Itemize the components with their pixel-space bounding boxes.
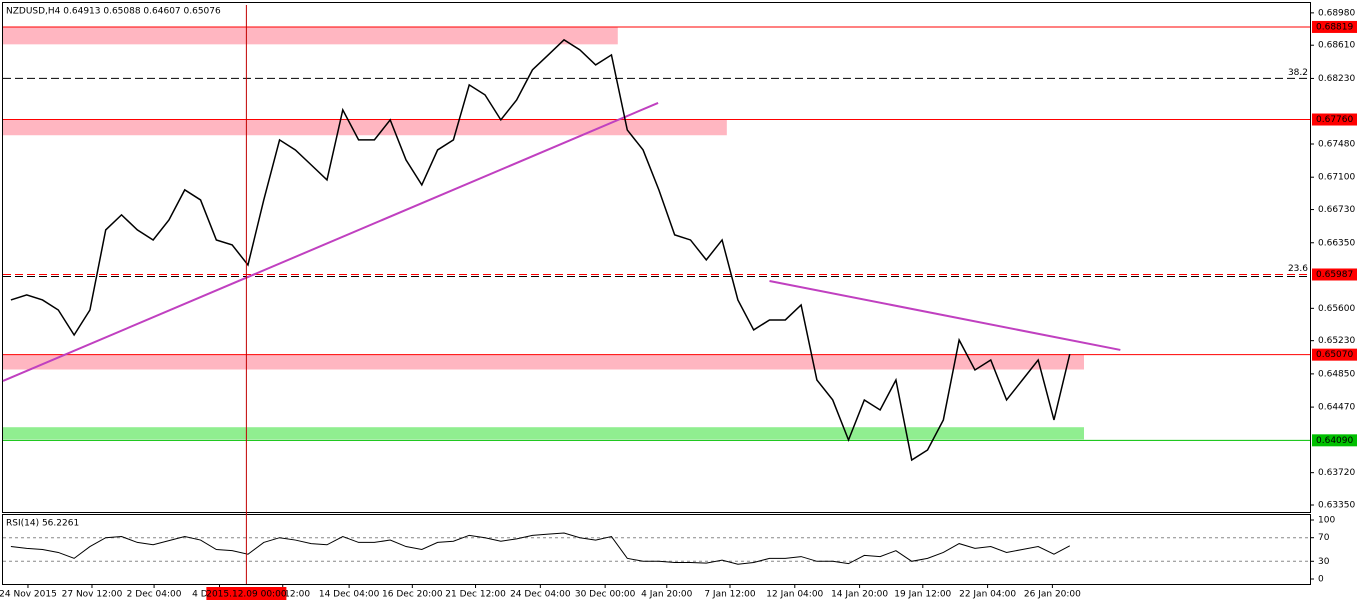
fib-label: 38.2 (1288, 68, 1308, 78)
symbol-header: NZDUSD,H4 0.64913 0.65088 0.64607 0.6507… (6, 7, 221, 17)
y-tick-label: 0.66730 (1318, 205, 1355, 215)
rsi-panel-frame (2, 514, 1311, 585)
x-tick-label: 26 Jan 20:00 (1024, 590, 1081, 600)
y-tick-label: 0.63350 (1318, 501, 1355, 511)
x-tick-label: 19 Jan 12:00 (894, 590, 951, 600)
y-tick-label: 0.68980 (1318, 8, 1355, 18)
x-tick-label: 27 Nov 12:00 (62, 590, 123, 600)
x-tick-label: 14 Jan 20:00 (831, 590, 888, 600)
y-tick-label: 0.68230 (1318, 74, 1355, 84)
fib-label: 23.6 (1288, 264, 1308, 274)
y-tick-label: 0.68610 (1318, 41, 1355, 51)
x-tick-label: 21 Dec 12:00 (445, 590, 506, 600)
price-panel-frame (2, 2, 1311, 513)
level-tag-label: 0.65987 (1316, 270, 1353, 280)
level-tag (1312, 434, 1357, 447)
x-tick-label: 14 Dec 04:00 (319, 590, 380, 600)
rsi-title: RSI(14) 56.2261 (6, 519, 79, 529)
y-tick-label: 0.65600 (1318, 304, 1355, 314)
rsi-y-tick-label: 70 (1318, 533, 1330, 543)
trendline (769, 279, 1121, 351)
level-tag-label: 0.65070 (1316, 350, 1353, 360)
rsi-line (10, 532, 1071, 565)
price-zone (3, 354, 1085, 370)
x-tick-label: 7 Jan 12:00 (704, 590, 756, 600)
x-tick-label: 22 Jan 04:00 (959, 590, 1016, 600)
level-tag-label: 0.68819 (1316, 22, 1353, 32)
level-tag-label: 0.64090 (1316, 436, 1353, 446)
x-tick-label: 24 Dec 04:00 (510, 590, 571, 600)
price-line (10, 38, 1071, 462)
y-tick-label: 0.64850 (1318, 369, 1355, 379)
crosshair-label: 2015.12.09 00:00 (206, 590, 287, 600)
rsi-y-tick-label: 30 (1318, 557, 1330, 567)
x-tick-label: 30 Dec 00:00 (575, 590, 636, 600)
trendline (2, 101, 659, 382)
rsi-y-tick-label: 100 (1318, 516, 1335, 526)
price-zone (3, 427, 1085, 440)
level-tag (1312, 268, 1357, 281)
level-tag (1312, 348, 1357, 361)
price-zone (3, 119, 727, 136)
x-tick-label: 12 Jan 04:00 (766, 590, 823, 600)
level-tag-label: 0.67760 (1316, 115, 1353, 125)
y-tick-label: 0.63720 (1318, 468, 1355, 478)
y-tick-label: 0.67100 (1318, 173, 1355, 183)
rsi-y-tick-label: 0 (1318, 575, 1324, 585)
x-tick-label: 2 Dec 04:00 (127, 590, 182, 600)
y-tick-label: 0.65230 (1318, 336, 1355, 346)
y-tick-label: 0.66350 (1318, 238, 1355, 248)
y-tick-label: 0.67480 (1318, 139, 1355, 149)
crosshair-tag (206, 587, 287, 600)
level-tag (1312, 20, 1357, 33)
x-tick-label: 4 Jan 20:00 (641, 590, 693, 600)
x-tick-label: 24 Nov 2015 (0, 590, 57, 600)
x-tick-label: 16 Dec 20:00 (382, 590, 443, 600)
level-tag (1312, 113, 1357, 126)
price-zone (3, 26, 618, 45)
y-tick-label: 0.64470 (1318, 403, 1355, 413)
